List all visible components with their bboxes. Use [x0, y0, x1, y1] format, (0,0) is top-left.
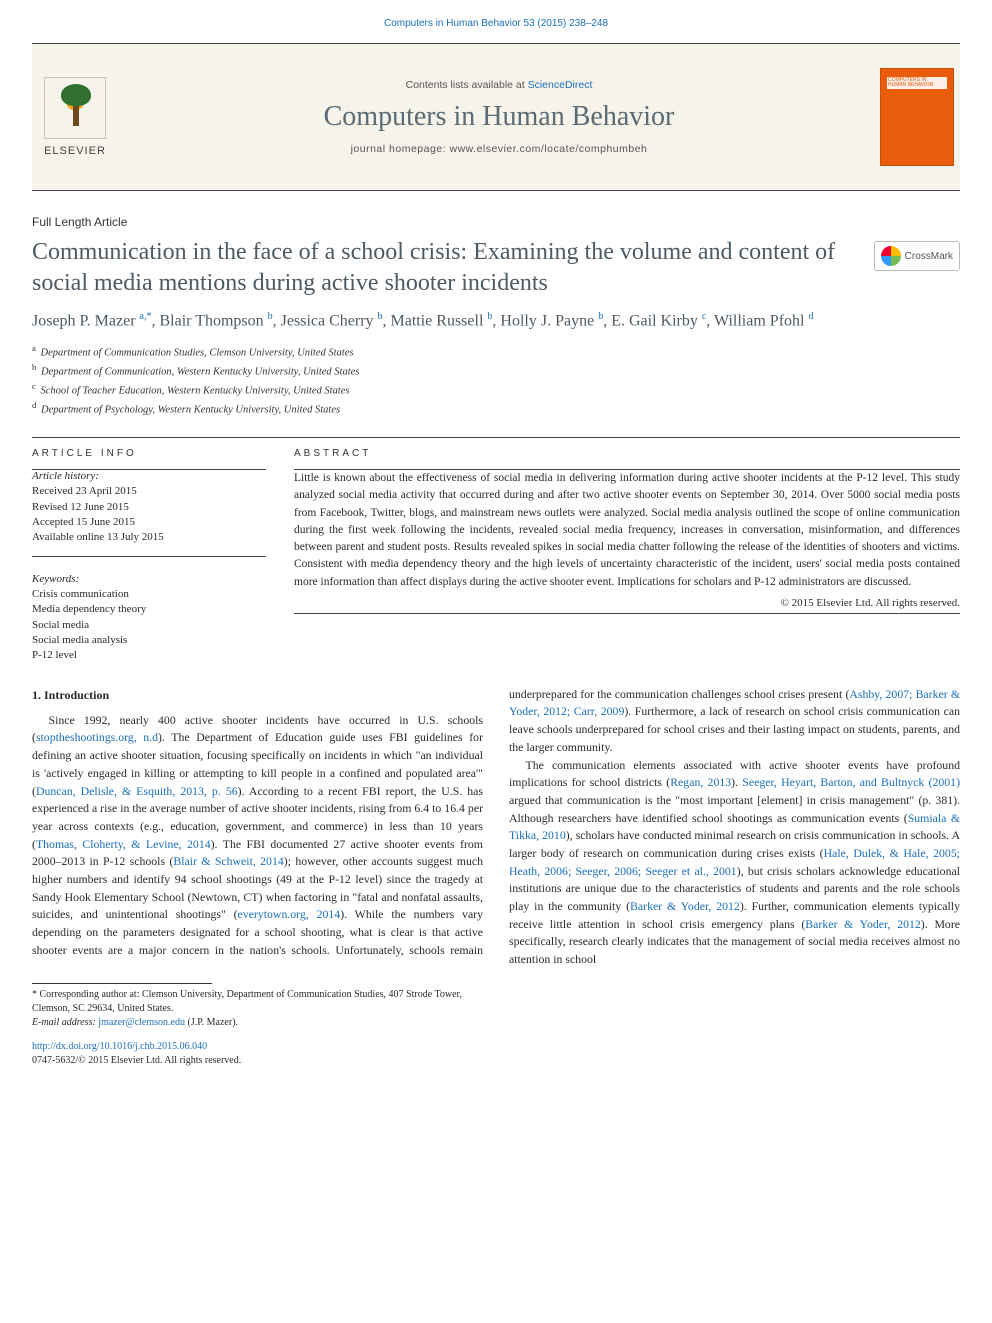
journal-name: Computers in Human Behavior: [118, 101, 880, 133]
history-line: Received 23 April 2015: [32, 484, 266, 499]
affiliation-line: a Department of Communication Studies, C…: [32, 342, 960, 361]
body-columns: 1. Introduction Since 1992, nearly 400 a…: [32, 686, 960, 969]
crossmark-badge[interactable]: CrossMark: [874, 241, 960, 271]
crossmark-label: CrossMark: [905, 251, 953, 262]
cite-barker-2012b[interactable]: Barker & Yoder, 2012: [805, 917, 921, 931]
keywords-label: Keywords:: [32, 573, 266, 585]
cite-thomas-2014[interactable]: Thomas, Cloherty, & Levine, 2014: [36, 837, 211, 851]
history-line: Revised 12 June 2015: [32, 500, 266, 515]
contents-prefix: Contents lists available at: [406, 79, 528, 91]
doi-block: http://dx.doi.org/10.1016/j.chb.2015.06.…: [32, 1040, 960, 1068]
keyword-line: Crisis communication: [32, 587, 266, 602]
crossmark-icon: [881, 246, 901, 266]
cite-everytown-2014[interactable]: everytown.org, 2014: [238, 907, 341, 921]
homepage-url[interactable]: www.elsevier.com/locate/comphumbeh: [449, 143, 647, 155]
p3-seg-b: ).: [731, 775, 742, 789]
affiliation-line: d Department of Psychology, Western Kent…: [32, 399, 960, 418]
paper-title: Communication in the face of a school cr…: [32, 237, 860, 298]
keyword-lines: Crisis communicationMedia dependency the…: [32, 587, 266, 664]
cite-blair-2014[interactable]: Blair & Schweit, 2014: [173, 854, 283, 868]
footnote-address: * Corresponding author at: Clemson Unive…: [32, 988, 472, 1016]
homepage-prefix: journal homepage:: [351, 143, 450, 155]
affiliation-line: c School of Teacher Education, Western K…: [32, 380, 960, 399]
abstract-column: ABSTRACT Little is known about the effec…: [294, 438, 960, 664]
abstract-text: Little is known about the effectiveness …: [294, 470, 960, 591]
cite-duncan-2013[interactable]: Duncan, Delisle, & Esquith, 2013, p. 56: [36, 784, 238, 798]
issn-line: 0747-5632/© 2015 Elsevier Ltd. All right…: [32, 1054, 960, 1068]
header-center: Contents lists available at ScienceDirec…: [118, 44, 880, 190]
corresponding-author-footnote: * Corresponding author at: Clemson Unive…: [32, 988, 472, 1030]
corresponding-email-link[interactable]: jmazer@clemson.edu: [98, 1017, 185, 1028]
p3-seg-c: argued that communication is the "most i…: [509, 793, 960, 825]
cite-seeger-2001[interactable]: Seeger, Heyart, Barton, and Bultnyck (20…: [742, 775, 960, 789]
journal-cover-thumbnail[interactable]: COMPUTERS IN HUMAN BEHAVIOR: [880, 68, 954, 166]
elsevier-wordmark: ELSEVIER: [44, 145, 106, 157]
copyright-line: © 2015 Elsevier Ltd. All rights reserved…: [294, 597, 960, 609]
journal-citation: Computers in Human Behavior 53 (2015) 23…: [0, 0, 992, 29]
affiliations-block: a Department of Communication Studies, C…: [32, 342, 960, 417]
section-1-heading: 1. Introduction: [32, 686, 483, 704]
doi-link[interactable]: http://dx.doi.org/10.1016/j.chb.2015.06.…: [32, 1041, 207, 1052]
title-row: Communication in the face of a school cr…: [32, 237, 960, 298]
abstract-head: ABSTRACT: [294, 448, 960, 459]
info-rule-2: [32, 556, 266, 557]
history-line: Accepted 15 June 2015: [32, 515, 266, 530]
journal-homepage-line: journal homepage: www.elsevier.com/locat…: [118, 143, 880, 155]
elsevier-logo[interactable]: ELSEVIER: [32, 44, 118, 190]
footnote-separator: [32, 983, 212, 984]
info-abstract-row: ARTICLE INFO Article history: Received 2…: [32, 437, 960, 664]
cover-thumb-label: COMPUTERS IN HUMAN BEHAVIOR: [887, 77, 947, 89]
article-type-label: Full Length Article: [32, 215, 960, 229]
history-line: Available online 13 July 2015: [32, 530, 266, 545]
sciencedirect-link[interactable]: ScienceDirect: [528, 79, 593, 91]
cite-stoptheshootings[interactable]: stoptheshootings.org, n.d: [36, 730, 158, 744]
article-info-head: ARTICLE INFO: [32, 448, 266, 459]
keyword-line: Social media: [32, 618, 266, 633]
article-info-column: ARTICLE INFO Article history: Received 2…: [32, 438, 266, 664]
keyword-line: Media dependency theory: [32, 602, 266, 617]
keyword-line: P-12 level: [32, 648, 266, 663]
email-suffix: (J.P. Mazer).: [185, 1017, 238, 1028]
affiliation-line: b Department of Communication, Western K…: [32, 361, 960, 380]
cite-barker-2012a[interactable]: Barker & Yoder, 2012: [630, 899, 740, 913]
intro-paragraph-3: The communication elements associated wi…: [509, 757, 960, 969]
elsevier-tree-icon: [44, 77, 106, 139]
journal-header-band: ELSEVIER Contents lists available at Sci…: [32, 43, 960, 191]
cite-regan-2013[interactable]: Regan, 2013: [670, 775, 731, 789]
abstract-rule-bottom: [294, 613, 960, 614]
history-label: Article history:: [32, 470, 266, 482]
contents-available-line: Contents lists available at ScienceDirec…: [118, 79, 880, 91]
authors-line: Joseph P. Mazer a,*, Blair Thompson b, J…: [32, 310, 960, 332]
email-label: E-mail address:: [32, 1017, 98, 1028]
footnote-email-line: E-mail address: jmazer@clemson.edu (J.P.…: [32, 1016, 472, 1030]
keyword-line: Social media analysis: [32, 633, 266, 648]
history-lines: Received 23 April 2015Revised 12 June 20…: [32, 484, 266, 546]
